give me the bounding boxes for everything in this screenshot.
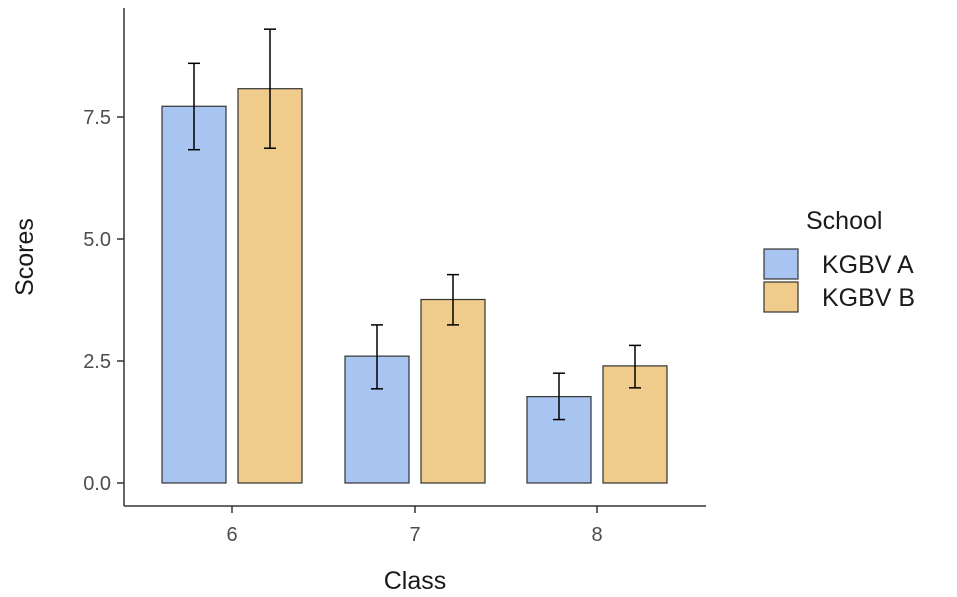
bars-layer: [161, 88, 668, 484]
y-axis-title: Scores: [11, 218, 39, 296]
bar-kgbv-b-class-6: [237, 88, 303, 484]
x-tick-label: 6: [226, 524, 237, 546]
y-tick-label: 5.0: [83, 229, 111, 251]
legend-label-kgbv-b: KGBV B: [822, 284, 915, 312]
bar-kgbv-b-class-7: [420, 298, 486, 484]
legend-swatch-kgbv-a: [763, 248, 799, 280]
legend-label-kgbv-a: KGBV A: [822, 251, 914, 279]
error-bar-kgbv-b-class-6: [264, 28, 276, 149]
bar-kgbv-a-class-6: [161, 105, 227, 484]
legend: School KGBV A KGBV B: [763, 207, 915, 313]
legend-title: School: [806, 207, 882, 235]
x-tick-label: 8: [591, 524, 602, 546]
error-bar-kgbv-a-class-8: [553, 372, 565, 421]
y-tick-label: 2.5: [83, 351, 111, 373]
y-tick-label: 7.5: [83, 107, 111, 129]
y-tick-label: 0.0: [83, 473, 111, 495]
x-ticks: 6 7 8: [226, 506, 603, 546]
legend-items: KGBV A KGBV B: [763, 248, 915, 313]
error-bar-kgbv-b-class-8: [629, 344, 641, 389]
y-ticks: 0.0 2.5 5.0 7.5: [83, 107, 124, 495]
x-tick-label: 7: [409, 524, 420, 546]
error-bars-layer: [188, 28, 641, 421]
error-bar-kgbv-b-class-7: [447, 273, 459, 326]
legend-swatch-kgbv-b: [763, 281, 799, 313]
x-axis-title: Class: [384, 567, 447, 595]
error-bar-kgbv-a-class-6: [188, 62, 200, 151]
error-bar-kgbv-a-class-7: [371, 324, 383, 390]
